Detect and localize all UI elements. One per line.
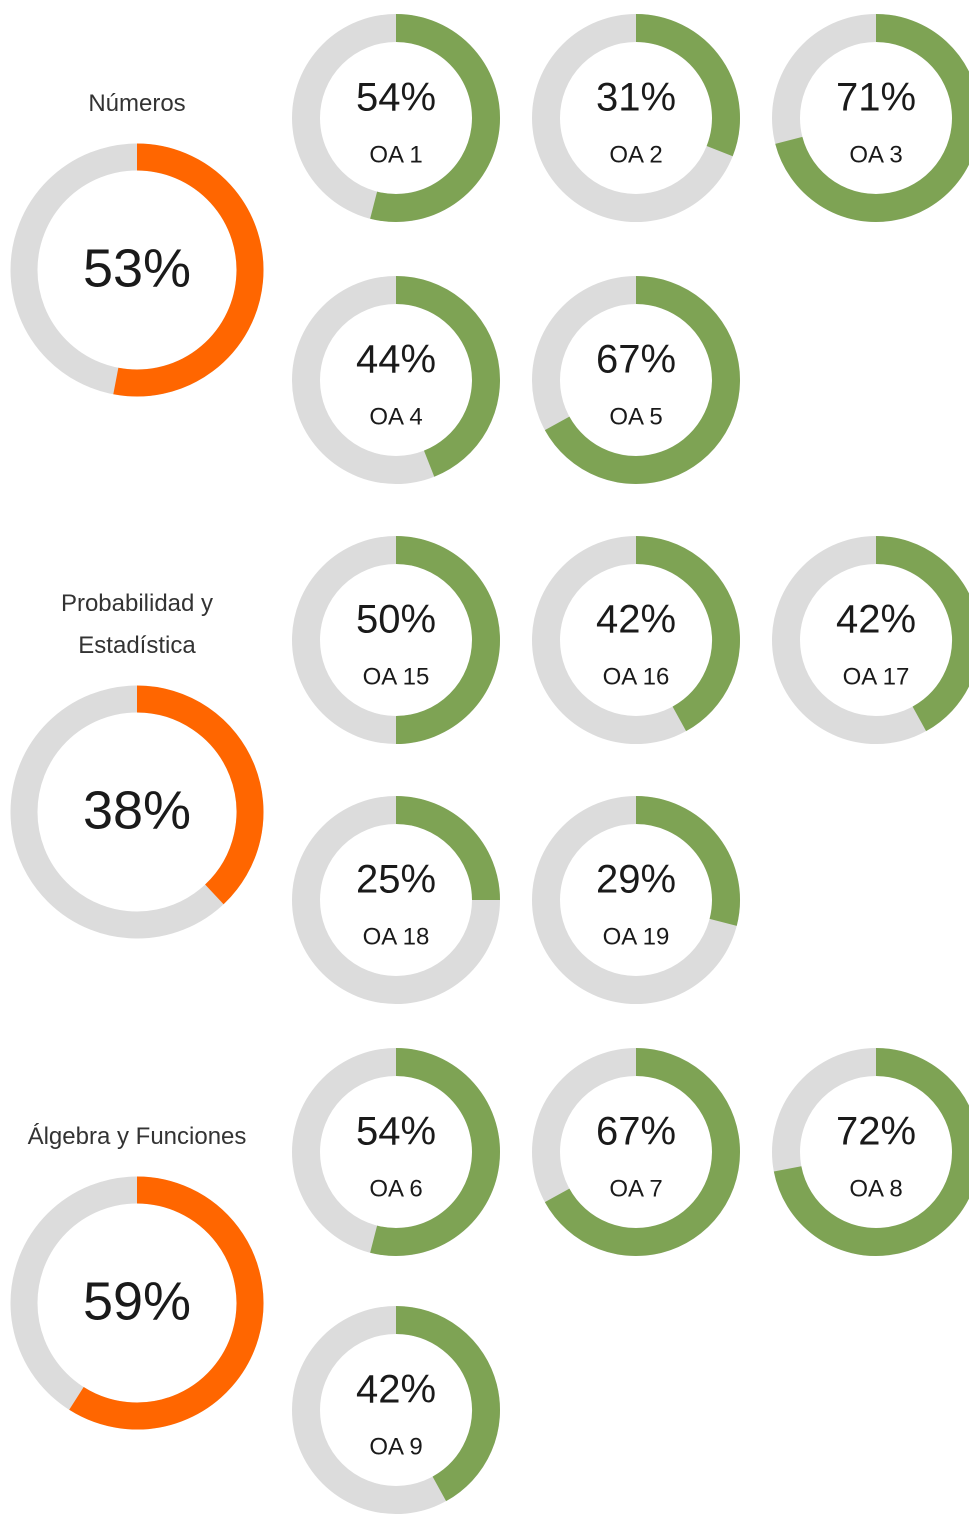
donut-arc: [635, 536, 740, 732]
donut-arc: [370, 1048, 500, 1256]
item-label: OA 3: [849, 141, 902, 168]
item-label: OA 18: [363, 923, 430, 950]
item-label: OA 8: [849, 1175, 902, 1202]
donut-arc: [395, 536, 500, 744]
donut-arc: [775, 14, 969, 222]
item-label: OA 7: [609, 1175, 662, 1202]
item-value-label: 25%: [356, 858, 436, 902]
donut-arc: [395, 796, 500, 901]
donut-arc: [113, 143, 264, 397]
item-value-label: 67%: [596, 338, 676, 382]
group-title: Números: [88, 90, 186, 117]
item-label: OA 9: [369, 1433, 422, 1460]
item-label: OA 1: [369, 141, 422, 168]
group-value-label: 59%: [83, 1271, 191, 1331]
group-value-label: 53%: [83, 238, 191, 298]
group-title: Probabilidad y Estadística: [60, 590, 214, 659]
item-value-label: 42%: [356, 1368, 436, 1412]
item-label: OA 17: [843, 663, 910, 690]
donut-arc: [875, 536, 969, 732]
item-value-label: 42%: [596, 598, 676, 642]
group-title: Álgebra y Funciones: [27, 1123, 247, 1150]
donut-arc: [370, 14, 500, 222]
item-value-label: 67%: [596, 1110, 676, 1154]
donut-arc: [544, 1048, 740, 1256]
item-label: OA 15: [363, 663, 430, 690]
item-label: OA 19: [603, 923, 670, 950]
item-label: OA 16: [603, 663, 670, 690]
item-value-label: 44%: [356, 338, 436, 382]
item-value-label: 42%: [836, 598, 916, 642]
donut-arc: [544, 276, 740, 484]
item-value-label: 31%: [596, 76, 676, 120]
item-value-label: 54%: [356, 1110, 436, 1154]
item-value-label: 54%: [356, 76, 436, 120]
donut-arc: [635, 14, 740, 157]
item-value-label: 29%: [596, 858, 676, 902]
item-value-label: 72%: [836, 1110, 916, 1154]
donut-arc: [635, 796, 740, 926]
item-label: OA 6: [369, 1175, 422, 1202]
donut-arc: [395, 1306, 500, 1502]
group-value-label: 38%: [83, 780, 191, 840]
item-value-label: 50%: [356, 598, 436, 642]
item-value-label: 71%: [836, 76, 916, 120]
donut-arc: [136, 685, 264, 905]
donut-arc: [395, 276, 500, 477]
item-label: OA 5: [609, 403, 662, 430]
item-label: OA 4: [369, 403, 422, 430]
item-label: OA 2: [609, 141, 662, 168]
donut-arc: [773, 1048, 969, 1256]
donut-arc: [69, 1176, 264, 1430]
